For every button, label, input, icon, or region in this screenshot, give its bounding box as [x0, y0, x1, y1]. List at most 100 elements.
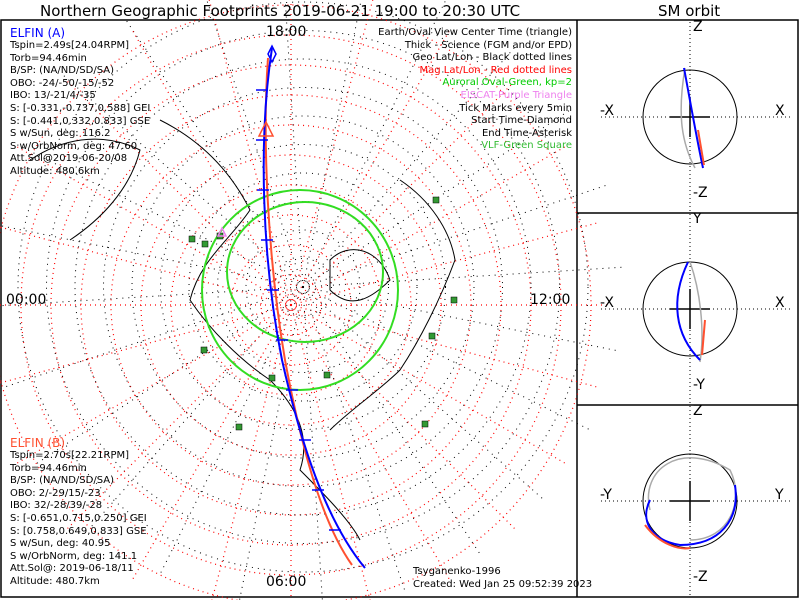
- coastline: [329, 179, 456, 431]
- orbit-title: SM orbit: [658, 2, 721, 20]
- info-line: S: [-0.441,0.332,0.833] GSE: [10, 115, 151, 127]
- geo-lat-circle: [74, 58, 532, 516]
- geo-lat-circle: [103, 87, 503, 487]
- figure-title: Northern Geographic Footprints 2019-06-2…: [40, 2, 521, 20]
- orbit-axis-label-right: X: [775, 103, 785, 119]
- geo-lon-line: [0, 225, 304, 288]
- info-line: OBO: -24/-50/-15/-52: [10, 77, 115, 89]
- created-label: Created: Wed Jan 25 09:52:39 2023: [413, 579, 593, 590]
- vlf-station-square: [268, 374, 276, 382]
- orbit-track-elfin-a: [683, 67, 704, 169]
- info-line: Tspin=2.49s[24.04RPM]: [10, 40, 130, 51]
- geo-lat-circle: [188, 172, 418, 402]
- legend-entry: Start Time-Diamond: [471, 115, 572, 127]
- mag-lon-line: [0, 226, 292, 306]
- elfin-b-center-triangle: [257, 120, 275, 137]
- info-line: Att.Sol@2019-06-20/08: [10, 153, 128, 165]
- orbit-axis-label-bottom: -Y: [693, 377, 705, 393]
- geo-lon-line: [159, 286, 304, 574]
- model-label: Tsyganenko-1996: [413, 566, 501, 577]
- legend-entry: Auroral Oval-Green, kp=2: [442, 77, 572, 89]
- elfin-b-name: ELFIN (B): [10, 436, 66, 450]
- orbit-track-gray: [689, 261, 703, 363]
- info-line: Tspin=2.70s[22.21RPM]: [10, 450, 130, 461]
- geo-lon-line: [239, 286, 304, 600]
- geo-lon-line: [302, 266, 623, 288]
- geo-lat-circle: [245, 229, 361, 345]
- geo-lon-line: [302, 286, 590, 431]
- elfin-b-track: [264, 57, 353, 566]
- info-line: OBO: 2/-29/15/-23: [10, 487, 101, 499]
- vlf-station-square: [323, 371, 331, 379]
- vlf-station-square: [235, 423, 243, 431]
- legend-entry: Tick Marks every 5min: [459, 102, 572, 114]
- mag-lon-line: [130, 304, 292, 583]
- legend-entry: Geo Lat/Lon - Black dotted lines: [412, 52, 572, 64]
- elfin-b-info: ELFIN (B) Tspin=2.70s[22.21RPM] Torb=94.4…: [10, 436, 147, 589]
- mag-lon-line: [64, 304, 292, 532]
- orbit-axis-label-top: Z: [693, 403, 703, 419]
- mag-lon-line: [130, 27, 292, 306]
- orbit-track-elfin-b: [697, 129, 705, 166]
- vlf-station-square: [200, 346, 208, 354]
- mag-lon-line: [290, 221, 601, 306]
- mag-lon-line: [0, 304, 292, 384]
- info-line: S: [-0.651,0.715,0.250] GEI: [10, 512, 147, 524]
- legend-entry: Mag Lat/Lon - Red dotted lines: [419, 64, 572, 76]
- mag-lon-line: [208, 0, 292, 306]
- info-line: IBO: 13/-21/4/-35: [10, 90, 96, 102]
- mag-lon-line: [13, 304, 292, 466]
- legend-entry: VLF-Green Square: [481, 140, 572, 152]
- info-line: S w/Sun, deg: 40.95: [10, 538, 111, 550]
- legend-entry: Earth/Oval View Center Time (triangle): [378, 27, 572, 38]
- vlf-station-square: [421, 420, 429, 428]
- vlf-station-square: [450, 296, 458, 304]
- mlt-label-bottom: 06:00: [266, 574, 307, 590]
- coastline: [29, 138, 141, 241]
- orbit-axis-label-right: Y: [775, 487, 784, 503]
- mag-lon-line: [290, 304, 569, 466]
- geo-lat-circle: [46, 30, 560, 544]
- geo-lat-circle: [274, 258, 332, 316]
- info-line: S w/OrbNorm, deg: 141.1: [10, 550, 138, 562]
- elfin-a-info: ELFIN (A) Tspin=2.49s[24.04RPM] Torb=94.4…: [10, 26, 150, 179]
- orbit-axis-label-left: -X: [600, 295, 614, 311]
- info-line: Altitude: 480.6km: [10, 165, 100, 177]
- geo-lat-circle: [17, 1, 589, 573]
- mag-lon-line: [13, 144, 292, 306]
- mag-lon-line: [290, 304, 601, 389]
- mlt-label-top: 18:00: [266, 24, 307, 40]
- info-line: S w/OrbNorm, deg: 47.60: [10, 140, 138, 152]
- orbit-track-gray: [680, 67, 696, 169]
- orbit-track-elfin-a: [645, 484, 737, 547]
- orbit-axis-label-left: -Y: [600, 487, 612, 503]
- orbit-axis-label-top: Y: [693, 211, 702, 227]
- legend-entry: End Time-Asterisk: [481, 127, 572, 139]
- vlf-station-square: [428, 332, 436, 340]
- info-line: B/SP: (NA/ND/SD/SA): [10, 65, 114, 77]
- legend: Earth/Oval View Center Time (triangle) Th…: [378, 27, 572, 153]
- orbit-track-gray: [647, 457, 737, 541]
- orbit-track-elfin-b: [701, 319, 706, 356]
- mag-lon-line: [290, 304, 518, 532]
- mag-lon-line: [290, 0, 374, 306]
- info-line: IBO: 32/-28/39/-28: [10, 500, 103, 512]
- mag-lon-line: [290, 304, 452, 583]
- mlt-label-left: 00:00: [6, 292, 47, 308]
- legend-entry: Thick - Science (FGM and/or EPD): [404, 39, 572, 51]
- auroral-oval-inner: [226, 201, 384, 343]
- mag-lon-line: [290, 78, 518, 306]
- coastline: [159, 119, 361, 541]
- info-line: S: [-0.331,-0.737,0.588] GEI: [10, 102, 151, 114]
- orbit-axis-label-bottom: -Z: [693, 569, 708, 585]
- eiscat-triangle: [216, 226, 228, 237]
- mlt-label-right: 12:00: [530, 292, 571, 308]
- info-line: S: [0.758,0.649,0.833] GSE: [10, 525, 147, 537]
- info-line: B/SP: (NA/ND/SD/SA): [10, 475, 114, 487]
- figure-frame: [0, 19, 799, 598]
- elfin-a-name: ELFIN (A): [10, 26, 66, 40]
- orbit-axis-label-right: X: [775, 295, 785, 311]
- mag-lon-line: [290, 144, 569, 306]
- geo-lat-circle: [160, 144, 446, 430]
